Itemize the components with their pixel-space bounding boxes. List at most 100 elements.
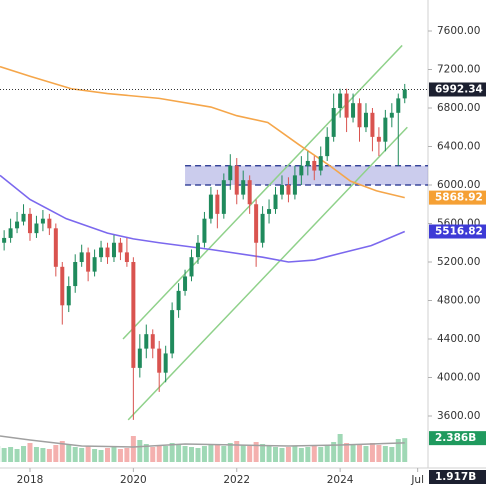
- volume-bar: [105, 448, 111, 462]
- candle-body: [40, 218, 45, 224]
- last-price-tag-box: [429, 82, 486, 97]
- volume-bar: [8, 447, 14, 462]
- volume-bar: [395, 439, 401, 462]
- candle-body: [260, 213, 265, 243]
- candle-body: [137, 348, 142, 368]
- candle-body: [389, 112, 394, 118]
- candle-body: [241, 180, 246, 195]
- volume-bar: [260, 444, 266, 462]
- candle-body: [215, 194, 220, 214]
- volume-bar: [27, 443, 33, 462]
- candle-body: [338, 93, 343, 108]
- support-zone: [185, 165, 428, 185]
- volume-bar: [117, 449, 123, 462]
- volume-bar: [337, 434, 343, 462]
- x-tick-label: 2022: [223, 474, 250, 486]
- volume-bar: [40, 448, 46, 462]
- plot: [0, 44, 428, 462]
- ma-tag: 5868.92: [435, 192, 483, 204]
- volume-bar: [240, 445, 246, 462]
- volume-bar: [53, 445, 59, 462]
- volume-bar: [247, 446, 253, 462]
- volume-bar: [344, 443, 350, 462]
- volume-tag-box: [429, 431, 486, 446]
- ma-tag-box: [429, 190, 486, 205]
- candle-body: [292, 175, 297, 195]
- candle-body: [351, 103, 356, 118]
- volume-bar: [72, 447, 78, 462]
- candle-body: [344, 93, 349, 118]
- volume-bar: [324, 445, 330, 462]
- volume-bar: [369, 443, 375, 462]
- volume-bar: [143, 444, 149, 462]
- volume-bar: [79, 448, 85, 462]
- volume-bar: [331, 442, 337, 462]
- x-tick-label: 2024: [327, 474, 354, 486]
- candle-body: [144, 334, 149, 349]
- candle-body: [183, 276, 188, 291]
- candle-body: [279, 185, 284, 195]
- candle-body: [170, 310, 175, 354]
- y-tick-label: 3600.00: [437, 410, 480, 422]
- candle-body: [163, 353, 168, 373]
- candle-body: [195, 242, 200, 258]
- volume-average-tag: 1.917B: [435, 471, 476, 483]
- volume-bar: [376, 445, 382, 462]
- volume-bar: [169, 443, 175, 462]
- volume-bar: [111, 447, 117, 462]
- volume-bar: [33, 447, 39, 462]
- volume-bar: [266, 446, 272, 462]
- volume-bar: [182, 446, 188, 462]
- candle-body: [228, 165, 233, 181]
- candle-body: [254, 204, 259, 243]
- candle-body: [79, 252, 84, 262]
- y-tick-label: 7600.00: [437, 25, 480, 37]
- volume-bar: [311, 446, 317, 462]
- volume-average: [0, 435, 405, 448]
- volume-bar: [214, 444, 220, 462]
- volume-average-tag-box: [429, 470, 486, 484]
- candle-body: [92, 257, 97, 272]
- volume-bar: [279, 448, 285, 462]
- ma-tag-box: [429, 224, 486, 239]
- candle-body: [73, 262, 78, 287]
- volume-bar: [163, 446, 169, 462]
- volume-bar: [389, 447, 395, 462]
- candle-body: [376, 136, 381, 142]
- volume-bar: [66, 444, 72, 462]
- candle-body: [118, 242, 123, 253]
- volume-bar: [292, 446, 298, 462]
- candle-body: [2, 237, 7, 243]
- moving-average: [0, 65, 405, 199]
- volume-bar: [298, 448, 304, 462]
- y-tick-label: 4000.00: [437, 372, 480, 384]
- candle-body: [234, 165, 239, 195]
- volume-bar: [156, 445, 162, 462]
- volume-bar: [176, 444, 182, 462]
- candle-body: [189, 257, 194, 277]
- candle-body: [357, 103, 362, 128]
- candle-body: [370, 112, 375, 137]
- channel-line: [127, 126, 408, 421]
- candle-body: [247, 180, 252, 205]
- volume-bar: [221, 446, 227, 462]
- candle-body: [363, 112, 368, 128]
- candle-body: [286, 185, 291, 195]
- candle-body: [273, 194, 278, 210]
- candle-body: [105, 247, 110, 258]
- volume-bar: [208, 445, 214, 462]
- candle-body: [208, 194, 213, 219]
- volume-bar: [46, 449, 52, 462]
- candle-body: [131, 262, 136, 368]
- candle-body: [331, 108, 336, 137]
- volume-bar: [1, 448, 7, 462]
- y-tick-label: 4400.00: [437, 333, 480, 345]
- volume-bar: [195, 448, 201, 462]
- candle-body: [157, 348, 162, 373]
- candle-body: [66, 286, 71, 306]
- volume-bar: [98, 450, 104, 462]
- channel-line: [122, 44, 403, 340]
